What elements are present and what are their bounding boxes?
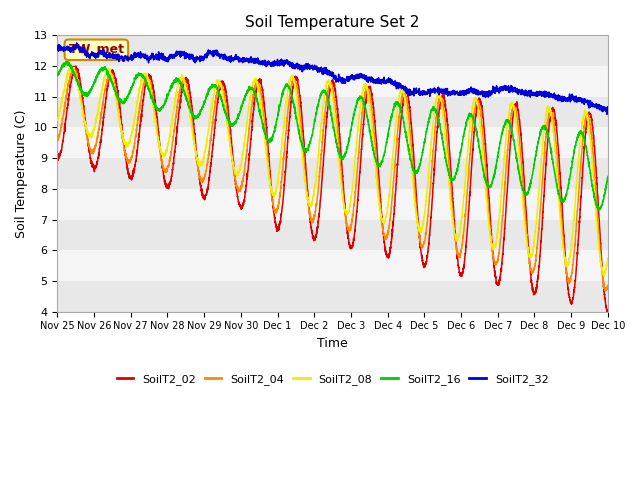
Line: SoilT2_08: SoilT2_08: [58, 67, 608, 276]
SoilT2_16: [604, 175, 611, 180]
SoilT2_02: [604, 309, 612, 314]
Title: Soil Temperature Set 2: Soil Temperature Set 2: [245, 15, 420, 30]
SoilT2_02: [396, 129, 404, 134]
SoilT2_16: [172, 77, 179, 83]
SoilT2_04: [54, 139, 61, 144]
SoilT2_02: [604, 310, 611, 315]
Bar: [58, 128, 608, 158]
SoilT2_02: [552, 117, 559, 123]
SoilT2_32: [604, 104, 611, 110]
SoilT2_08: [172, 96, 179, 102]
SoilT2_16: [595, 207, 602, 213]
Bar: [58, 66, 608, 97]
Line: SoilT2_02: SoilT2_02: [58, 66, 608, 312]
SoilT2_02: [387, 246, 394, 252]
SoilT2_08: [552, 154, 559, 159]
SoilT2_02: [207, 158, 215, 164]
SoilT2_04: [552, 136, 559, 142]
Line: SoilT2_04: SoilT2_04: [58, 69, 608, 291]
Y-axis label: Soil Temperature (C): Soil Temperature (C): [15, 109, 28, 238]
X-axis label: Time: Time: [317, 337, 348, 350]
SoilT2_04: [604, 283, 611, 289]
SoilT2_16: [54, 73, 61, 79]
SoilT2_02: [172, 142, 179, 147]
SoilT2_04: [207, 131, 215, 137]
SoilT2_02: [72, 63, 79, 69]
SoilT2_08: [387, 180, 394, 186]
SoilT2_04: [396, 108, 404, 114]
Line: SoilT2_16: SoilT2_16: [58, 62, 608, 210]
SoilT2_04: [172, 116, 179, 122]
SoilT2_16: [207, 84, 215, 89]
SoilT2_32: [73, 40, 81, 46]
SoilT2_02: [604, 308, 611, 314]
SoilT2_16: [604, 174, 612, 180]
SoilT2_32: [207, 49, 215, 55]
SoilT2_04: [387, 213, 394, 219]
SoilT2_08: [207, 106, 215, 112]
SoilT2_32: [552, 92, 559, 98]
SoilT2_08: [600, 273, 608, 279]
SoilT2_32: [172, 50, 179, 56]
Bar: [58, 250, 608, 281]
SoilT2_16: [552, 176, 559, 182]
SoilT2_08: [68, 64, 76, 70]
SoilT2_08: [396, 91, 404, 96]
SoilT2_32: [54, 46, 61, 52]
SoilT2_32: [396, 82, 404, 88]
Legend: SoilT2_02, SoilT2_04, SoilT2_08, SoilT2_16, SoilT2_32: SoilT2_02, SoilT2_04, SoilT2_08, SoilT2_…: [112, 369, 553, 389]
SoilT2_16: [63, 59, 70, 65]
SoilT2_16: [396, 102, 404, 108]
SoilT2_32: [603, 111, 611, 117]
Bar: [58, 189, 608, 219]
SoilT2_04: [69, 66, 77, 72]
SoilT2_32: [387, 78, 394, 84]
Line: SoilT2_32: SoilT2_32: [58, 43, 608, 114]
SoilT2_08: [604, 255, 611, 261]
SoilT2_08: [604, 255, 612, 261]
SoilT2_08: [54, 117, 61, 123]
SoilT2_04: [602, 288, 610, 294]
SoilT2_32: [604, 108, 612, 114]
SoilT2_16: [387, 119, 394, 124]
Text: TW_met: TW_met: [68, 43, 124, 56]
SoilT2_04: [604, 283, 612, 288]
SoilT2_02: [54, 155, 61, 160]
